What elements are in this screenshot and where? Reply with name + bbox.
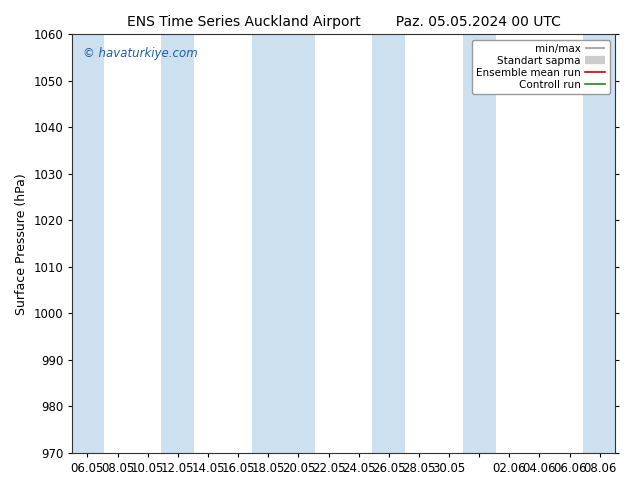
Title: ENS Time Series Auckland Airport        Paz. 05.05.2024 00 UTC: ENS Time Series Auckland Airport Paz. 05… [127, 15, 560, 29]
Bar [71, 34, 104, 453]
Bar [281, 34, 315, 453]
Text: © havaturkiye.com: © havaturkiye.com [83, 47, 198, 60]
Bar [583, 34, 616, 453]
Bar [372, 34, 405, 453]
Bar [161, 34, 195, 453]
Bar [463, 34, 496, 453]
Bar [252, 34, 285, 453]
Legend: min/max, Standart sapma, Ensemble mean run, Controll run: min/max, Standart sapma, Ensemble mean r… [472, 40, 610, 94]
Y-axis label: Surface Pressure (hPa): Surface Pressure (hPa) [15, 173, 28, 315]
